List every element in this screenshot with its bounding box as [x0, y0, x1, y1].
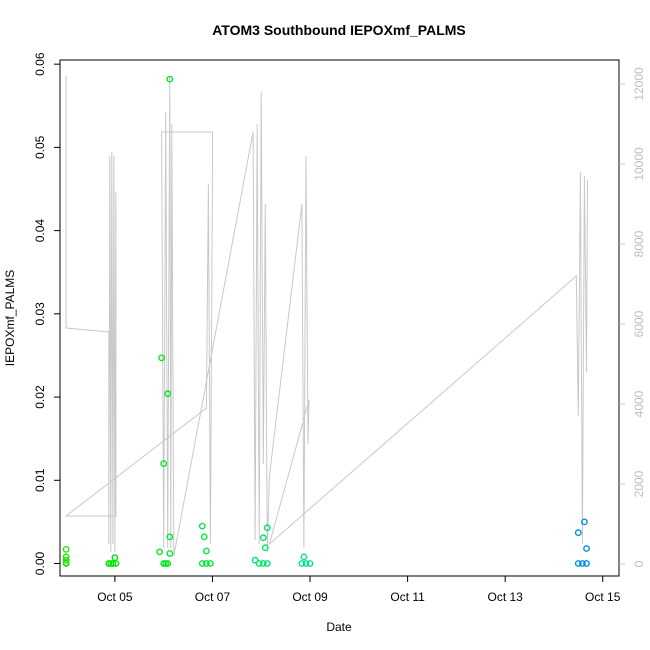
data-point-24 [202, 560, 210, 567]
data-point-29 [251, 556, 259, 564]
data-point-7 [109, 560, 117, 567]
data-point-36 [306, 560, 314, 567]
data-point-0 [62, 546, 70, 553]
data-point-9 [112, 560, 120, 567]
data-point-34 [298, 560, 306, 567]
data-point-26 [259, 534, 267, 542]
y-tick-label-2: 0.02 [33, 385, 47, 409]
data-point-27 [263, 524, 271, 532]
y-tick-label-6: 0.06 [33, 52, 47, 76]
data-point-33 [300, 553, 308, 561]
data-point-14 [166, 75, 174, 83]
x-axis: Oct 05 Oct 07 Oct 09 Oct 11 Oct 13 Oct 15 [97, 576, 621, 604]
x-tick-label-2: Oct 09 [292, 590, 328, 604]
y2-axis: 0 2000 4000 6000 8000 10000 12000 [619, 67, 646, 567]
chart-title: ATOM3 Southbound IEPOXmf_PALMS [212, 22, 466, 38]
right-axis-line-series [64, 75, 588, 557]
y-axis: 0.00 0.01 0.02 0.03 0.04 0.05 0.06 [33, 52, 60, 575]
y2-tick-label-2: 4000 [632, 390, 646, 417]
data-point-37 [574, 529, 582, 537]
data-point-28 [261, 544, 269, 552]
data-point-12 [160, 460, 168, 467]
data-point-30 [255, 560, 263, 567]
data-point-10 [156, 548, 164, 556]
data-point-35 [302, 560, 310, 567]
x-tick-label-0: Oct 05 [97, 590, 133, 604]
y-tick-label-3: 0.03 [33, 302, 47, 326]
data-point-8 [111, 554, 119, 562]
data-point-20 [198, 522, 206, 530]
y2-tick-label-4: 8000 [632, 230, 646, 257]
y2-tick-label-5: 10000 [632, 147, 646, 181]
x-tick-label-5: Oct 15 [585, 590, 621, 604]
y-tick-label-5: 0.05 [33, 135, 47, 159]
data-point-40 [574, 560, 582, 567]
data-point-38 [581, 518, 588, 526]
y-axis-label: IEPOXmf_PALMS [3, 270, 17, 366]
data-point-42 [583, 560, 590, 567]
y-tick-label-1: 0.01 [33, 468, 47, 492]
y-tick-label-4: 0.04 [33, 219, 47, 243]
data-point-23 [198, 560, 206, 567]
y2-tick-label-3: 6000 [632, 310, 646, 337]
y2-tick-label-6: 12000 [632, 67, 646, 101]
x-tick-label-1: Oct 07 [195, 590, 231, 604]
x-axis-label: Date [326, 620, 352, 634]
plot-frame [59, 59, 620, 577]
y2-tick-label-1: 2000 [632, 470, 646, 497]
x-tick-label-3: Oct 11 [390, 590, 425, 604]
data-point-15 [166, 533, 174, 541]
data-point-16 [166, 550, 174, 557]
data-point-2 [62, 556, 70, 564]
data-point-21 [200, 533, 208, 541]
data-point-32 [263, 560, 271, 567]
data-point-41 [579, 560, 586, 567]
y2-tick-label-0: 0 [632, 560, 646, 567]
data-point-39 [583, 545, 590, 552]
point-series [62, 75, 590, 567]
data-point-31 [259, 560, 267, 567]
series-line [64, 75, 588, 557]
data-point-4 [62, 560, 70, 567]
x-tick-label-4: Oct 13 [487, 590, 523, 604]
y-tick-label-0: 0.00 [33, 552, 47, 576]
data-point-19 [164, 560, 172, 567]
data-point-22 [202, 547, 210, 555]
data-point-25 [206, 560, 214, 567]
data-point-11 [158, 354, 166, 362]
data-point-13 [164, 390, 172, 398]
